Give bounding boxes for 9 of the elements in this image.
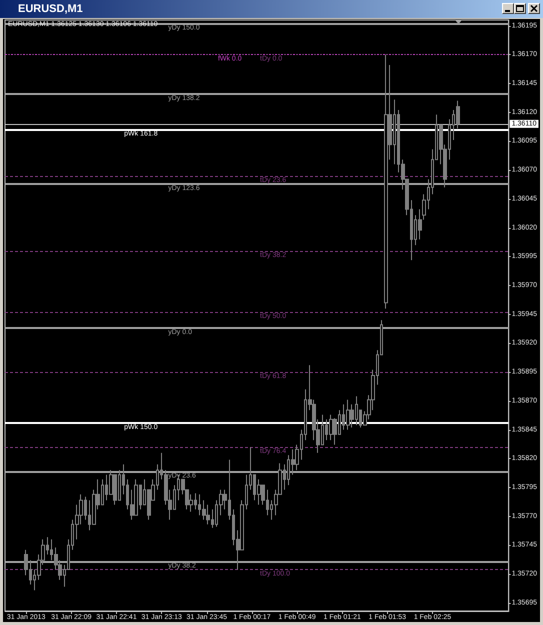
candlestick [384, 54, 388, 310]
candlestick [329, 414, 333, 441]
candlestick [257, 478, 261, 506]
candlestick [346, 399, 350, 430]
candlestick [206, 504, 210, 525]
candlestick [113, 474, 117, 506]
candlestick [189, 494, 193, 512]
candlestick [134, 478, 138, 516]
chart-title: EURUSD,M1 [18, 2, 83, 16]
